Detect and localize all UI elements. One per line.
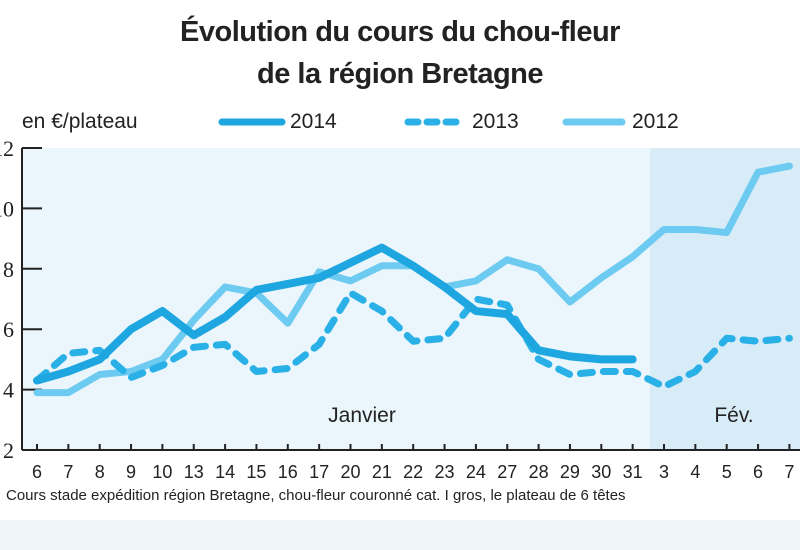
x-tick-label: 29 — [560, 462, 580, 482]
y-tick-label: 10 — [0, 196, 14, 221]
x-tick-label: 5 — [722, 462, 732, 482]
chart-subtitle: de la région Bretagne — [256, 58, 544, 90]
y-tick-label: 4 — [3, 378, 14, 403]
x-tick-label: 16 — [278, 462, 298, 482]
x-tick-label: 3 — [659, 462, 669, 482]
x-tick-label: 27 — [497, 462, 517, 482]
chart-title: Évolution du cours du chou-fleur — [180, 16, 620, 48]
y-tick-label: 2 — [3, 438, 14, 463]
x-tick-label: 6 — [32, 462, 42, 482]
x-tick-label: 21 — [372, 462, 392, 482]
legend-label-2012: 2012 — [632, 110, 679, 133]
x-tick-label: 15 — [246, 462, 266, 482]
x-tick-label: 28 — [529, 462, 549, 482]
x-tick-label: 10 — [152, 462, 172, 482]
x-tick-label: 30 — [591, 462, 611, 482]
february-shade — [650, 148, 800, 450]
x-tick-label: 23 — [435, 462, 455, 482]
x-tick-label: 17 — [309, 462, 329, 482]
x-tick-label: 4 — [690, 462, 700, 482]
y-axis-unit: en €/plateau — [22, 110, 138, 133]
y-tick-label: 6 — [3, 317, 14, 342]
series-line-2014 — [33, 243, 637, 385]
legend-label-2013: 2013 — [472, 110, 519, 133]
x-tick-label: 14 — [215, 462, 235, 482]
x-tick-label: 22 — [403, 462, 423, 482]
x-tick-label: 13 — [184, 462, 204, 482]
x-tick-label: 8 — [95, 462, 105, 482]
x-tick-label: 31 — [623, 462, 643, 482]
month-label-fevrier: Fév. — [714, 404, 753, 427]
legend-label-2014: 2014 — [290, 110, 337, 133]
month-label-janvier: Janvier — [328, 404, 396, 427]
y-tick-label: 12 — [0, 136, 14, 161]
x-tick-label: 6 — [753, 462, 763, 482]
x-tick-label: 24 — [466, 462, 486, 482]
x-tick-label: 20 — [340, 462, 360, 482]
x-tick-label: 9 — [126, 462, 136, 482]
y-tick-label: 8 — [3, 257, 14, 282]
x-tick-label: 7 — [784, 462, 794, 482]
chart-caption: Cours stade expédition région Bretagne, … — [6, 487, 626, 504]
bottom-band — [0, 520, 800, 550]
x-tick-label: 7 — [63, 462, 73, 482]
